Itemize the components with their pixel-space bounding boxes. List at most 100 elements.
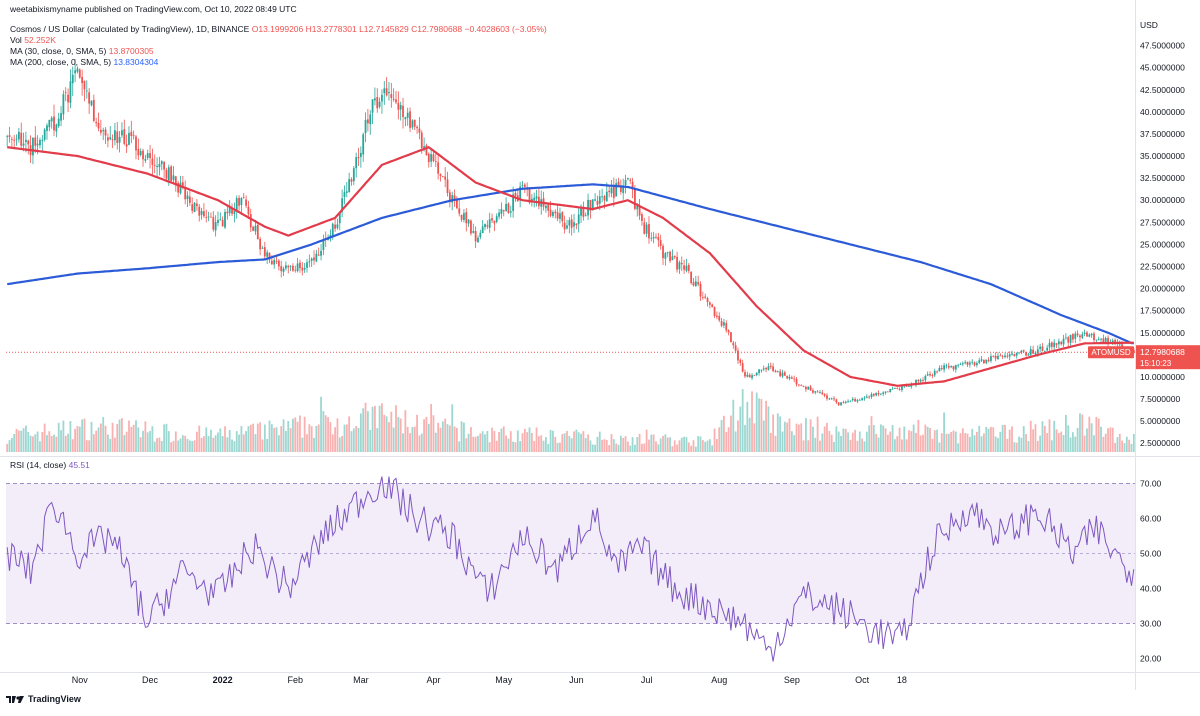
candle-body bbox=[559, 213, 561, 219]
candle-body bbox=[1034, 352, 1037, 355]
volume-bar bbox=[568, 436, 571, 452]
volume-bar bbox=[331, 434, 334, 452]
volume-bar bbox=[734, 431, 737, 452]
candle-body bbox=[678, 262, 681, 270]
volume-bar bbox=[292, 418, 294, 452]
candle-body bbox=[39, 140, 41, 146]
ma200-legend[interactable]: MA (200, close, 0, SMA, 5) 13.8304304 bbox=[10, 57, 158, 67]
candle-body bbox=[289, 266, 292, 268]
volume-bar bbox=[139, 437, 142, 452]
candle-body bbox=[313, 257, 315, 261]
volume-bar bbox=[146, 432, 149, 452]
volume-bar bbox=[812, 426, 814, 452]
volume-bar bbox=[1055, 429, 1058, 452]
volume-bar bbox=[256, 423, 259, 452]
volume-bar bbox=[512, 441, 515, 452]
volume-bar bbox=[359, 413, 362, 452]
candle-body bbox=[238, 197, 240, 206]
candle-body bbox=[245, 199, 247, 206]
candle-body bbox=[994, 355, 997, 359]
volume-bar bbox=[132, 424, 135, 452]
volume-bar bbox=[301, 437, 304, 452]
candle-body bbox=[744, 372, 746, 377]
candle-body bbox=[790, 377, 793, 379]
candle-body bbox=[214, 222, 217, 231]
candle-body bbox=[1095, 339, 1098, 341]
volume-bar bbox=[78, 426, 81, 452]
volume-bar bbox=[901, 439, 903, 452]
volume-legend[interactable]: Vol 52.252K bbox=[10, 35, 56, 45]
volume-bar bbox=[60, 430, 62, 452]
volume-bar bbox=[608, 445, 611, 452]
candle-body bbox=[657, 236, 660, 241]
volume-bar bbox=[601, 439, 604, 452]
volume-bar bbox=[612, 439, 615, 452]
volume-bar bbox=[15, 428, 18, 452]
volume-bar bbox=[828, 430, 831, 452]
candle-body bbox=[603, 196, 606, 201]
candle-body bbox=[983, 359, 985, 364]
volume-bar bbox=[1048, 419, 1051, 452]
candle-body bbox=[910, 384, 913, 387]
volume-bar bbox=[369, 429, 372, 452]
volume-bar bbox=[263, 424, 266, 452]
volume-bar bbox=[1114, 442, 1116, 452]
volume-bar bbox=[329, 422, 332, 452]
volume-bar bbox=[1116, 437, 1119, 452]
candle-body bbox=[1013, 354, 1016, 357]
volume-bar bbox=[730, 415, 732, 452]
volume-bar bbox=[1034, 424, 1037, 452]
candle-body bbox=[509, 211, 512, 213]
volume-bar bbox=[758, 398, 760, 452]
volume-bar bbox=[36, 431, 39, 452]
candle-body bbox=[917, 379, 920, 382]
time-tick-label: Apr bbox=[426, 675, 440, 685]
volume-bar bbox=[441, 421, 444, 452]
candle-body bbox=[936, 371, 938, 373]
candle-body bbox=[341, 198, 344, 212]
candle-body bbox=[734, 345, 737, 351]
candle-body bbox=[493, 220, 496, 224]
candle-body bbox=[891, 388, 894, 390]
volume-bar bbox=[55, 436, 58, 452]
volume-bar bbox=[137, 427, 140, 452]
candle-body bbox=[1043, 351, 1046, 352]
candle-body bbox=[589, 200, 592, 211]
volume-bar bbox=[491, 427, 493, 452]
volume-bar bbox=[231, 439, 233, 452]
volume-bar bbox=[142, 430, 144, 452]
candle-body bbox=[142, 150, 144, 160]
candle-body bbox=[242, 197, 245, 199]
volume-bar bbox=[1107, 428, 1109, 452]
candle-body bbox=[46, 125, 48, 131]
volume-bar bbox=[868, 425, 871, 452]
rsi-legend[interactable]: RSI (14, close) 45.51 bbox=[10, 460, 90, 470]
candle-body bbox=[270, 260, 273, 265]
candle-body bbox=[769, 365, 772, 368]
volume-bar bbox=[20, 430, 23, 452]
candle-body bbox=[851, 398, 854, 401]
candle-body bbox=[217, 219, 219, 224]
candle-body bbox=[125, 144, 128, 147]
candle-body bbox=[723, 322, 725, 326]
volume-bar bbox=[472, 436, 475, 452]
volume-bar bbox=[498, 432, 500, 452]
volume-bar bbox=[690, 445, 693, 452]
candle-body bbox=[683, 265, 686, 270]
candle-body bbox=[924, 375, 927, 381]
volume-bar bbox=[1130, 443, 1133, 452]
ohlc-change: −0.4028603 (−3.05%) bbox=[464, 24, 547, 34]
volume-bar bbox=[634, 444, 636, 452]
volume-bar bbox=[591, 444, 594, 452]
candle-body bbox=[118, 136, 121, 143]
candle-body bbox=[598, 196, 601, 204]
candle-body bbox=[732, 342, 735, 346]
rsi-label: RSI (14, close) bbox=[10, 460, 67, 470]
ma30-legend[interactable]: MA (30, close, 0, SMA, 5) 13.8700305 bbox=[10, 46, 154, 56]
candle-body bbox=[837, 402, 840, 406]
volume-bar bbox=[1004, 424, 1006, 452]
volume-bar bbox=[577, 432, 580, 452]
volume-bar bbox=[135, 420, 137, 452]
volume-bar bbox=[149, 430, 151, 452]
tradingview-footer[interactable]: TradingView bbox=[6, 694, 81, 704]
